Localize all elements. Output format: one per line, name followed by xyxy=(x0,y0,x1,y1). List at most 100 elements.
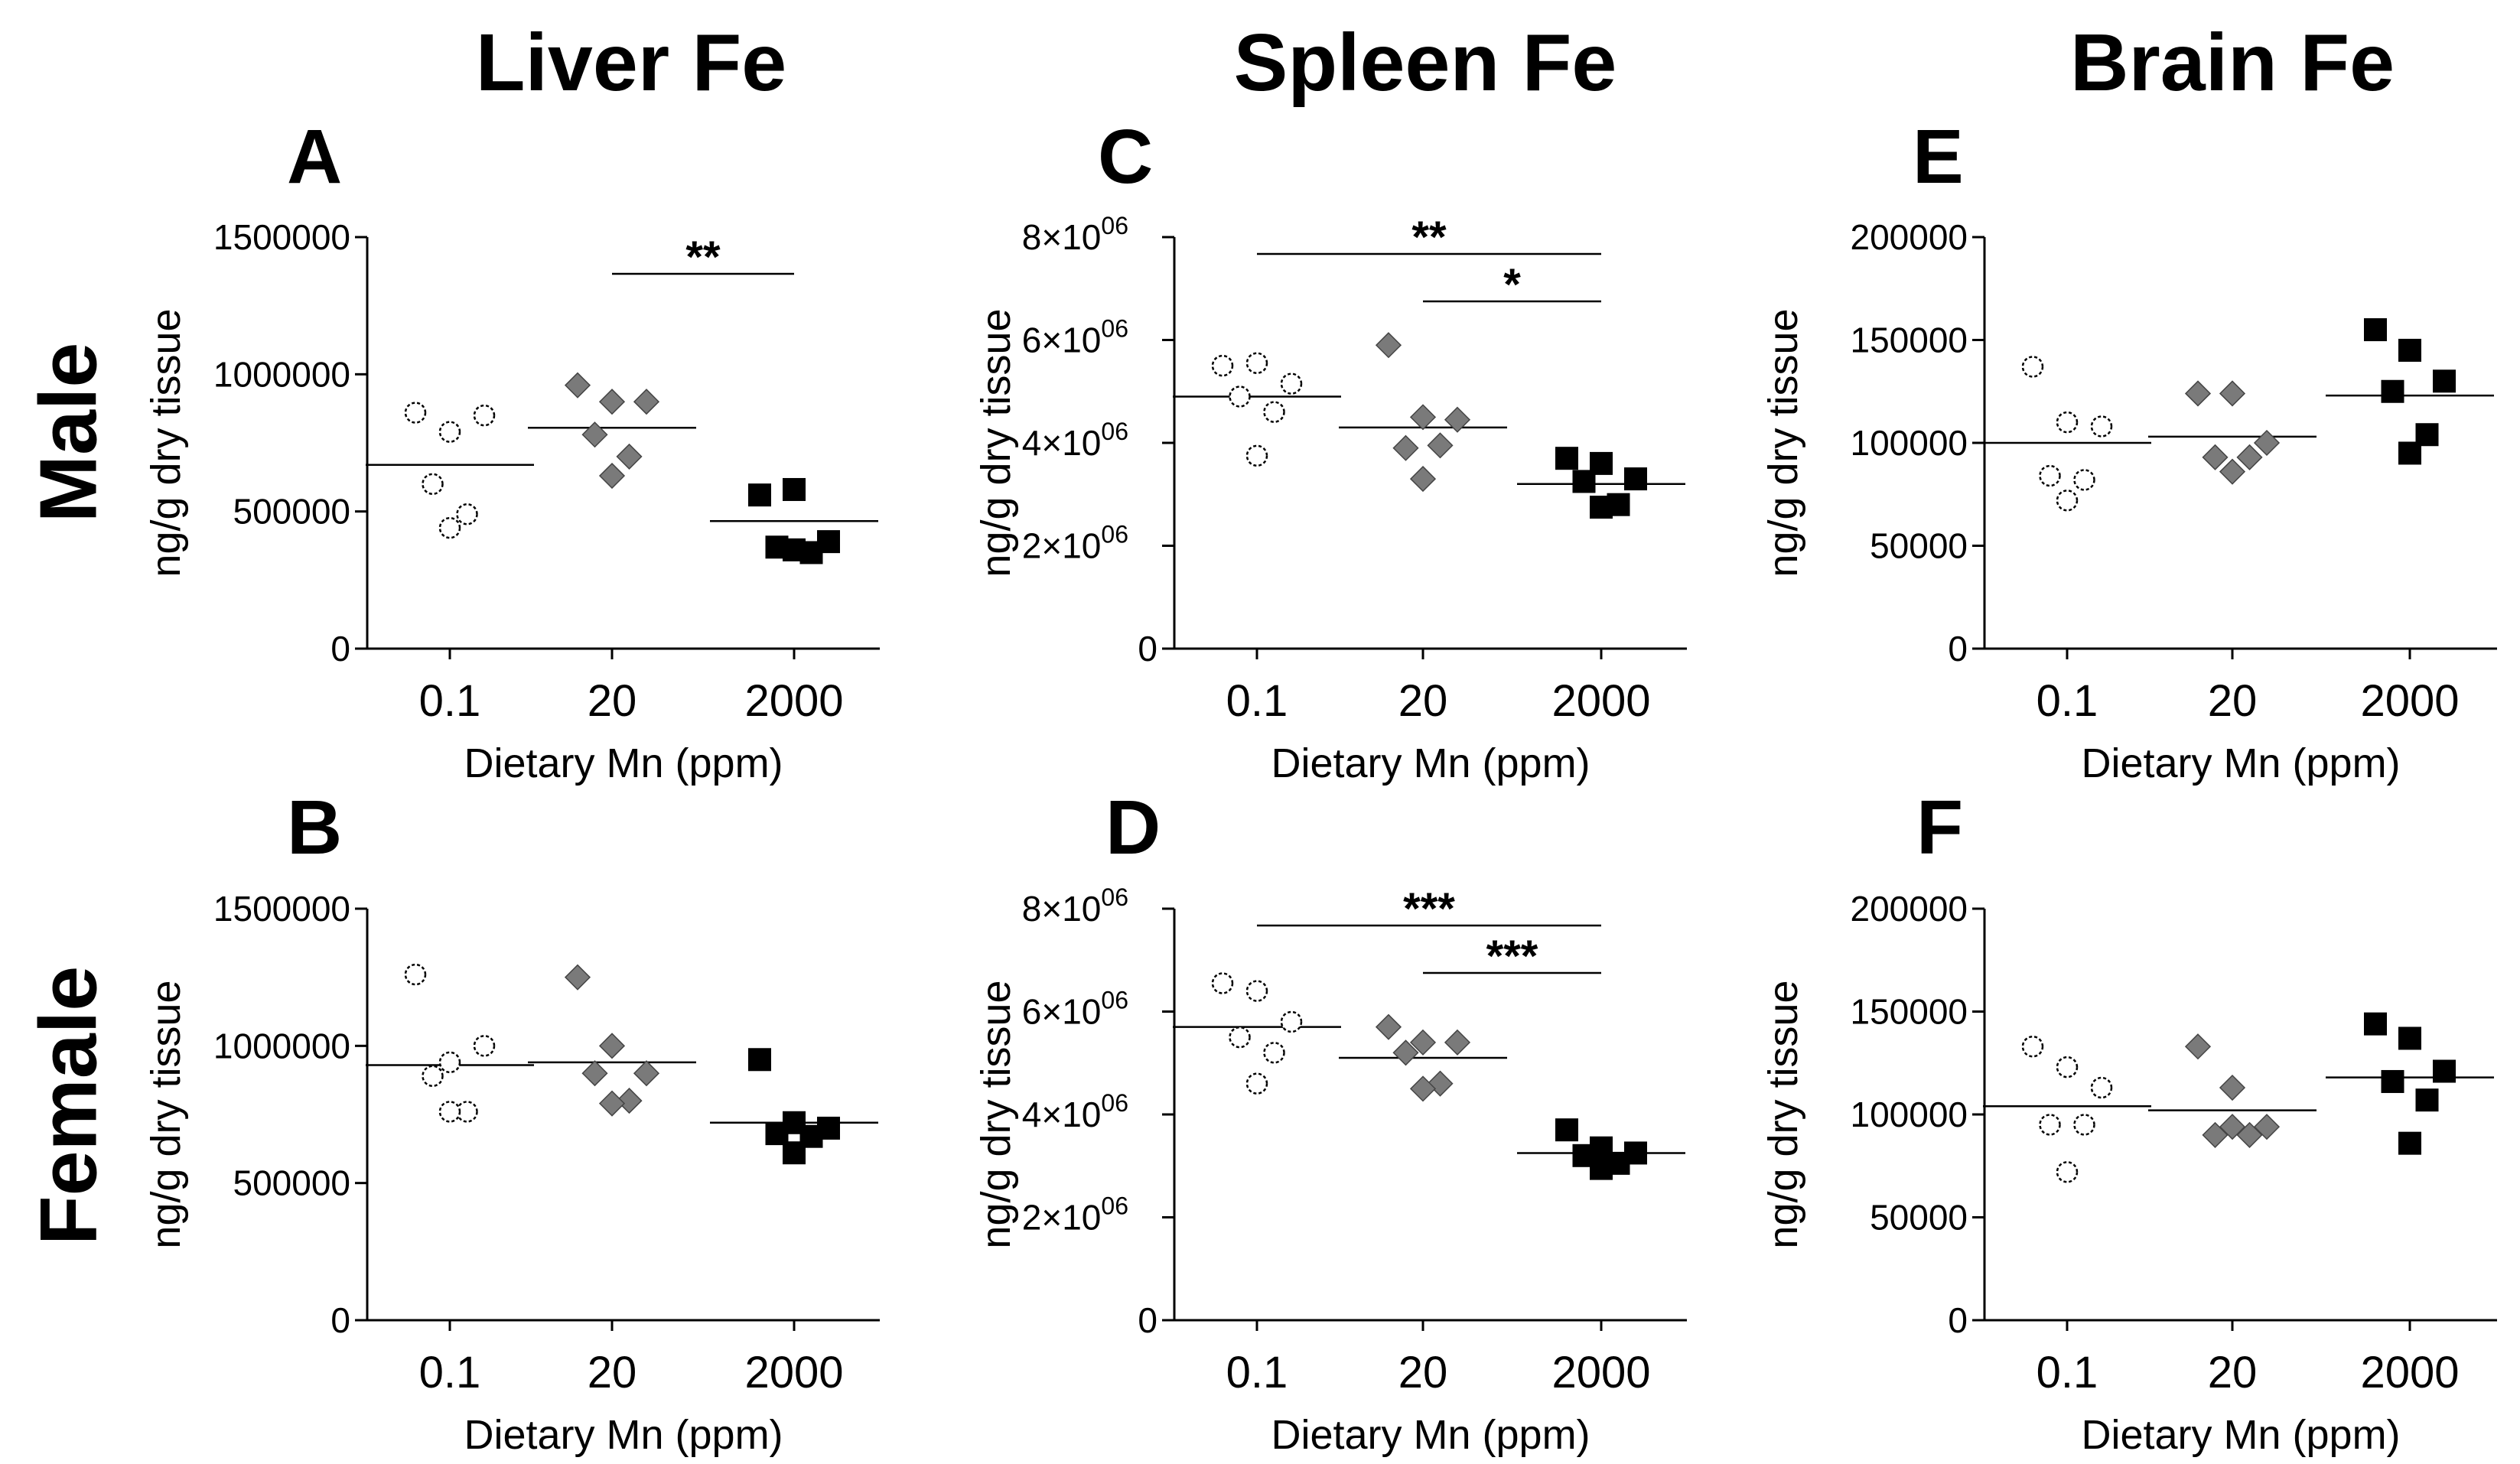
data-point xyxy=(1427,432,1454,459)
y-tick-label: 500000 xyxy=(233,492,351,532)
data-point xyxy=(2056,1161,2079,1183)
data-point xyxy=(1409,1075,1437,1102)
x-axis-title: Dietary Mn (ppm) xyxy=(2081,740,2400,786)
y-tick-label: 4×1006 xyxy=(1022,1089,1128,1134)
x-tick-label: 20 xyxy=(1398,1348,1448,1397)
y-tick-label: 150000 xyxy=(1851,992,1968,1032)
column-title-brain: Brain Fe xyxy=(2069,18,2395,108)
data-point xyxy=(1409,404,1437,431)
y-tick-label: 0 xyxy=(330,629,350,669)
x-axis-title: Dietary Mn (ppm) xyxy=(464,740,783,786)
y-tick-label: 2×1006 xyxy=(1022,521,1128,566)
data-point xyxy=(456,503,478,525)
y-tick-exponent: 06 xyxy=(1101,212,1128,239)
y-axis-title: ng/g dry tissue xyxy=(1760,308,1806,577)
data-point xyxy=(765,1122,789,1146)
y-tick-exponent: 06 xyxy=(1101,315,1128,343)
y-tick-exponent: 06 xyxy=(1101,521,1128,548)
data-point xyxy=(1245,1072,1268,1095)
data-point xyxy=(581,1060,608,1087)
data-point xyxy=(1392,1039,1419,1066)
y-tick-exponent: 06 xyxy=(1101,987,1128,1014)
data-point xyxy=(2039,464,2061,487)
data-point xyxy=(1444,1029,1471,1056)
data-point xyxy=(2056,490,2079,512)
y-axis-title: ng/g dry tissue xyxy=(143,308,189,577)
panel-letter-f: F xyxy=(1916,785,1964,870)
data-point xyxy=(2202,1121,2229,1148)
y-tick-exponent: 06 xyxy=(1101,1192,1128,1220)
data-point xyxy=(1555,447,1578,470)
data-point xyxy=(2398,338,2421,362)
data-point xyxy=(438,421,461,443)
x-tick-label: 20 xyxy=(1398,676,1448,726)
y-tick-label: 0 xyxy=(330,1300,350,1340)
data-point xyxy=(2236,1121,2263,1148)
data-point xyxy=(2202,444,2229,470)
x-tick-label: 20 xyxy=(588,1348,637,1397)
y-tick-label: 4×1006 xyxy=(1022,418,1128,463)
y-tick-exponent: 06 xyxy=(1101,418,1128,445)
x-tick-label: 20 xyxy=(588,676,637,726)
data-point xyxy=(2433,1059,2456,1083)
x-tick-label: 2000 xyxy=(744,676,843,726)
data-point xyxy=(422,1065,444,1088)
data-point xyxy=(783,538,806,561)
data-point xyxy=(2364,318,2387,342)
data-point xyxy=(1409,1029,1437,1056)
data-point xyxy=(1392,434,1419,461)
x-tick-label: 2000 xyxy=(1551,1348,1650,1397)
data-point xyxy=(473,404,496,427)
y-tick-label: 8×1006 xyxy=(1022,883,1128,929)
data-point xyxy=(1375,1013,1402,1040)
x-tick-label: 2000 xyxy=(2360,1348,2459,1397)
data-point xyxy=(1444,406,1471,433)
data-point xyxy=(473,1035,496,1057)
y-tick-label: 200000 xyxy=(1851,217,1968,257)
y-tick-label: 500000 xyxy=(233,1163,351,1203)
x-axis-title: Dietary Mn (ppm) xyxy=(1271,1412,1590,1458)
data-point xyxy=(2090,1076,2113,1099)
data-point xyxy=(2184,380,2212,407)
x-tick-label: 0.1 xyxy=(419,676,481,726)
y-tick-label: 6×1006 xyxy=(1022,987,1128,1032)
data-point xyxy=(633,389,660,415)
data-point xyxy=(2398,1131,2421,1155)
data-point xyxy=(2219,458,2246,485)
data-point xyxy=(2364,1012,2387,1036)
panel-letter-d: D xyxy=(1105,785,1161,870)
y-tick-label: 0 xyxy=(1948,629,1968,669)
data-point xyxy=(748,483,771,507)
column-title-liver: Liver Fe xyxy=(475,18,787,108)
data-point xyxy=(2253,429,2281,457)
significance-label: *** xyxy=(1403,884,1455,934)
panel-f: 0 50000 100000 150000 200000 0.1 20 2000 Dietary… xyxy=(1760,889,2497,1458)
panel-d: 0 2×1006 4×1006 6×1006 8×1006 0.1 20 2000 Dietar… xyxy=(973,883,1687,1458)
y-tick-label: 8×1006 xyxy=(1022,212,1128,257)
data-point xyxy=(2056,411,2079,434)
data-point xyxy=(2219,1114,2246,1140)
data-point xyxy=(2398,441,2421,465)
data-point xyxy=(2219,380,2246,407)
significance-label: ** xyxy=(685,233,721,282)
x-axis-title: Dietary Mn (ppm) xyxy=(2081,1412,2400,1458)
data-point xyxy=(783,1141,806,1165)
data-point xyxy=(2253,1114,2281,1140)
data-point xyxy=(2090,415,2113,438)
x-tick-label: 0.1 xyxy=(2037,1348,2098,1397)
data-point xyxy=(456,1101,478,1123)
data-point xyxy=(1590,496,1613,519)
y-axis-title: ng/g dry tissue xyxy=(1760,980,1806,1248)
y-tick-label: 1000000 xyxy=(213,1026,350,1065)
y-tick-label: 150000 xyxy=(1851,320,1968,360)
data-point xyxy=(1245,444,1268,467)
x-tick-label: 20 xyxy=(2208,1348,2258,1397)
data-point xyxy=(1409,466,1437,493)
y-axis-title: ng/g dry tissue xyxy=(973,980,1019,1248)
data-point xyxy=(1572,470,1596,493)
data-point xyxy=(1624,467,1647,491)
data-point xyxy=(2398,1026,2421,1050)
y-tick-exponent: 06 xyxy=(1101,1089,1128,1117)
data-point xyxy=(2073,469,2095,491)
